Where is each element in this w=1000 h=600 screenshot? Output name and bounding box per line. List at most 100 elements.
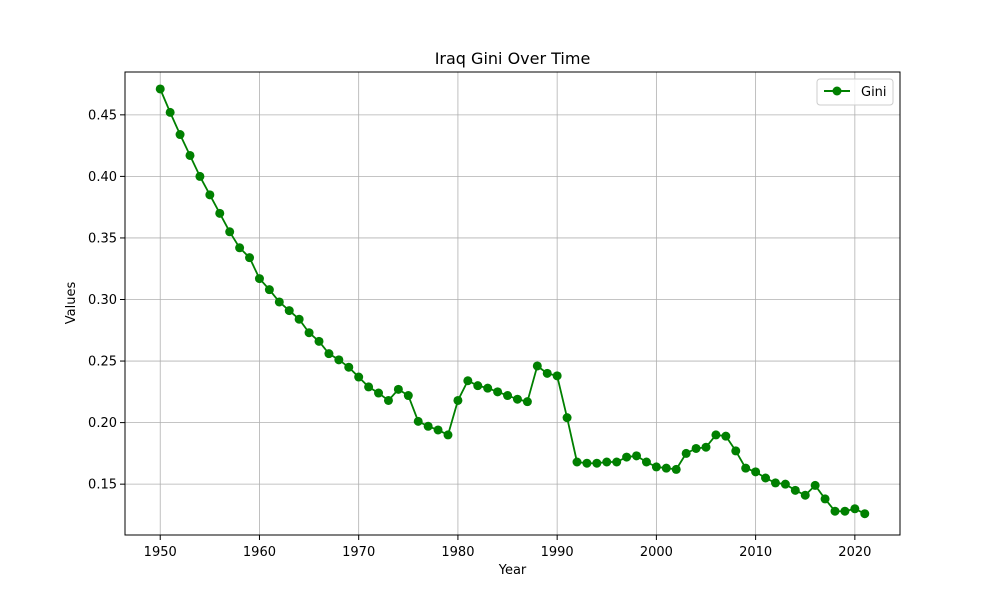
x-tick-label: 1950 [144,545,177,560]
data-point [374,388,384,398]
tick-layer: 1950 1960 1970 1980 1990 2000 2010 2020 0.15 0.20… [88,108,871,560]
series-layer [155,84,870,519]
x-tick-label: 2010 [739,545,772,560]
data-point [185,150,195,160]
data-point [344,362,354,372]
x-tick-label: 1960 [243,545,276,560]
data-point [433,425,443,435]
data-point [235,243,245,253]
y-axis-label: Values [64,282,79,325]
data-point [681,448,691,458]
data-point [741,463,751,473]
data-point [294,314,304,324]
data-point [423,421,433,431]
data-point [493,387,503,397]
data-point [274,297,284,307]
data-point [522,397,532,407]
data-point [582,458,592,468]
data-point [691,443,701,453]
data-point [254,274,264,284]
data-point [592,458,602,468]
data-point [532,361,542,371]
data-point [661,463,671,473]
data-point [512,394,522,404]
data-point [701,442,711,452]
data-point [721,431,731,441]
data-point [731,446,741,456]
data-point [364,382,374,392]
y-tick-label: 0.35 [88,231,117,246]
data-point [840,506,850,516]
data-point [612,457,622,467]
y-tick-label: 0.15 [88,478,117,493]
data-point [790,485,800,495]
data-point [473,381,483,391]
data-point [453,395,463,405]
data-point [175,130,185,140]
data-point [800,490,810,500]
grid-lines [125,72,900,535]
data-point [860,509,870,519]
data-point [483,383,493,393]
data-point [830,506,840,516]
plot-area [125,72,900,535]
y-tick-label: 0.20 [88,416,117,431]
x-tick-label: 1980 [441,545,474,560]
x-tick-label: 1990 [541,545,574,560]
data-point [205,190,215,200]
data-point [443,430,453,440]
data-point [383,395,393,405]
data-point [165,107,175,117]
data-point [284,306,294,316]
data-point [761,473,771,483]
data-point [334,355,344,365]
data-point [195,171,205,181]
data-point [770,478,780,488]
data-point [354,372,364,382]
x-tick-label: 1970 [342,545,375,560]
data-point [751,467,761,477]
data-point [820,494,830,504]
x-tick-label: 2000 [640,545,673,560]
data-point [155,84,165,94]
data-point [780,479,790,489]
data-point [314,336,324,346]
data-point [503,391,513,401]
data-point [850,504,860,514]
data-point [602,457,612,467]
data-point [542,368,552,378]
data-point [711,430,721,440]
data-point [215,208,225,218]
data-point [622,452,632,462]
y-tick-label: 0.30 [88,293,117,308]
data-point [552,371,562,381]
data-point [264,285,274,295]
y-tick-label: 0.25 [88,355,117,370]
legend-label-gini: Gini [861,85,887,100]
y-tick-label: 0.45 [88,108,117,123]
data-point [225,227,235,237]
data-point [304,328,314,338]
plot-frame [124,71,901,536]
data-point [463,376,473,386]
legend: Gini [816,78,894,106]
data-point [572,457,582,467]
data-point [403,391,413,401]
legend-marker-swatch [832,86,842,96]
data-point [671,464,681,474]
data-point [651,462,661,472]
data-point [324,349,334,359]
x-axis-label: Year [498,563,527,578]
data-point [413,416,423,426]
x-tick-label: 2020 [838,545,871,560]
data-point [641,457,651,467]
y-tick-label: 0.40 [88,170,117,185]
chart-title: Iraq Gini Over Time [435,49,591,68]
data-point [393,384,403,394]
data-point [562,413,572,423]
data-point [810,480,820,490]
legend-box [816,78,894,106]
data-point [245,253,255,263]
data-point [632,451,642,461]
